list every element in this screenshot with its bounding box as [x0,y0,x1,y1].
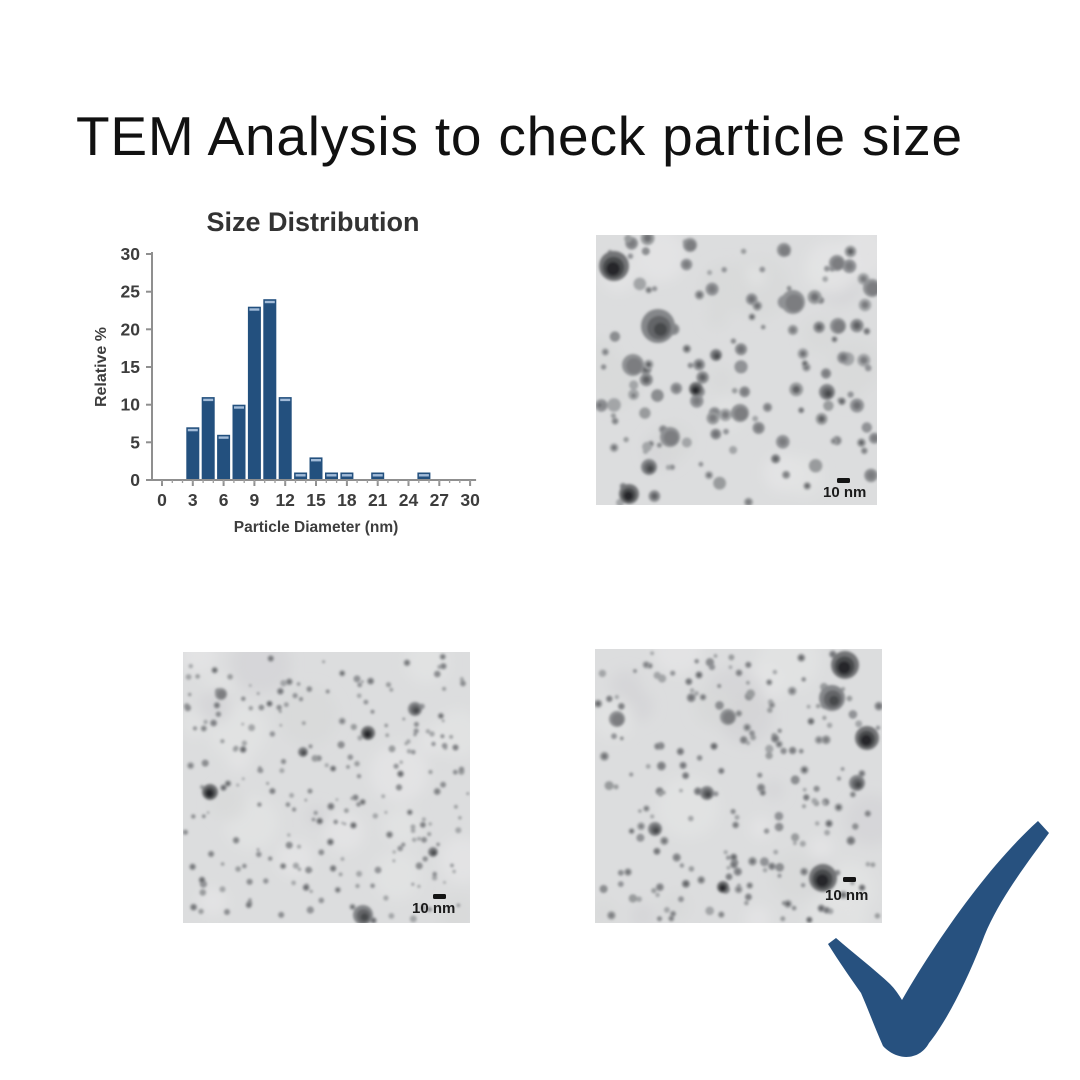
svg-text:0: 0 [157,490,167,510]
svg-text:10 nm: 10 nm [823,484,866,501]
svg-text:12: 12 [275,490,295,510]
svg-text:10 nm: 10 nm [825,887,868,904]
svg-text:10 nm: 10 nm [412,900,455,917]
svg-text:9: 9 [250,490,260,510]
svg-text:30: 30 [121,244,141,264]
svg-text:15: 15 [121,357,141,377]
svg-text:10: 10 [121,395,141,415]
svg-text:3: 3 [188,490,198,510]
svg-text:TEM Analysis to check particle: TEM Analysis to check particle size [76,105,963,167]
svg-text:25: 25 [121,282,141,302]
svg-text:6: 6 [219,490,229,510]
svg-text:30: 30 [460,490,480,510]
svg-text:24: 24 [399,490,419,510]
svg-text:Particle Diameter (nm): Particle Diameter (nm) [234,519,399,536]
svg-text:18: 18 [337,490,357,510]
svg-text:27: 27 [430,490,449,510]
svg-text:5: 5 [130,432,140,452]
svg-text:0: 0 [130,470,140,490]
svg-text:21: 21 [368,490,388,510]
svg-text:Size Distribution: Size Distribution [206,207,419,237]
svg-text:Relative %: Relative % [93,327,110,407]
svg-text:20: 20 [121,319,141,339]
svg-text:15: 15 [306,490,326,510]
